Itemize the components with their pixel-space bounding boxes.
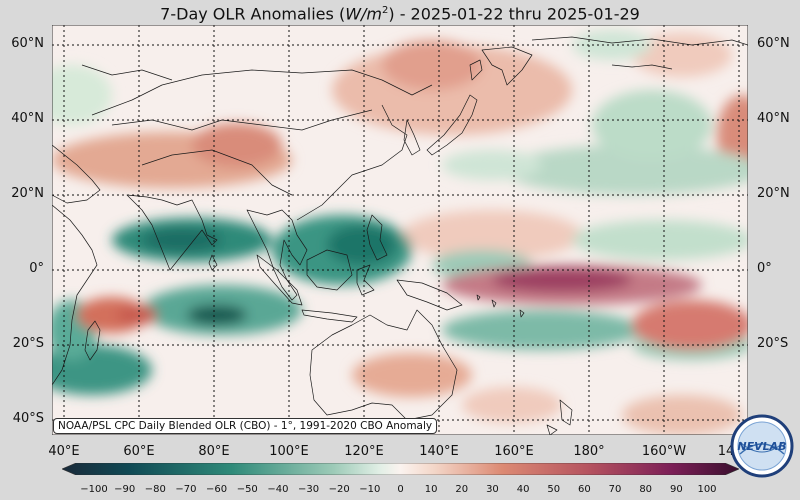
lon-label: 100°E	[269, 444, 309, 459]
colorbar	[62, 463, 739, 475]
data-source-credit: NOAA/PSL CPC Daily Blended OLR (CBO) - 1…	[53, 418, 438, 434]
lon-label: 140°E	[419, 444, 459, 459]
colorbar-tick-label: −100	[80, 484, 108, 495]
lat-label-left: 40°S	[12, 411, 44, 426]
lon-label: 40°E	[48, 444, 80, 459]
colorbar-tick-label: −20	[328, 484, 350, 495]
colorbar-tick-label: 20	[455, 484, 469, 495]
colorbar-tick-label: 90	[669, 484, 683, 495]
olr-anomaly-map	[52, 25, 748, 435]
lon-label: 180°	[573, 444, 605, 459]
lat-label-right: 0°	[757, 261, 772, 276]
lon-label: 14	[717, 444, 735, 459]
anomaly-field	[52, 30, 748, 435]
colorbar-tick-label: −80	[144, 484, 166, 495]
logo-text: NEVLAB	[737, 440, 786, 453]
colorbar-tick-label: 30	[486, 484, 499, 495]
colorbar-tick-label: 10	[424, 484, 438, 495]
lon-label: 160°W	[641, 444, 687, 459]
colorbar-tick-label: 0	[397, 484, 404, 495]
nevlab-logo: NEVLAB	[730, 414, 794, 478]
colorbar-tick-label: −60	[206, 484, 228, 495]
colorbar-tick-label: −30	[297, 484, 320, 495]
colorbar-tick-label: 70	[608, 484, 622, 495]
colorbar-tick-label: −90	[114, 484, 136, 495]
lat-label-left: 60°N	[11, 36, 44, 51]
lat-label-right: 20°S	[757, 336, 789, 351]
lon-label: 60°E	[123, 444, 155, 459]
colorbar-tick-label: −70	[175, 484, 197, 495]
colorbar-tick-label: 60	[578, 484, 591, 495]
lat-label-left: 40°N	[11, 111, 44, 126]
colorbar-tick-label: −40	[267, 484, 289, 495]
lon-label: 80°E	[198, 444, 230, 459]
lon-label: 120°E	[344, 444, 384, 459]
lat-label-left: 20°N	[11, 186, 44, 201]
coastlines	[52, 36, 748, 435]
map-title: 7-Day OLR Anomalies (W/m2) - 2025-01-22 …	[160, 4, 640, 24]
colorbar-tick-label: −50	[236, 484, 258, 495]
lat-label-left: 20°S	[12, 336, 44, 351]
lat-label-left: 0°	[29, 261, 44, 276]
colorbar-tick-label: 40	[516, 484, 530, 495]
lat-label-right: 60°N	[757, 36, 790, 51]
colorbar-tick-label: 50	[547, 484, 561, 495]
colorbar-tick-label: 80	[639, 484, 653, 495]
lat-label-right: 20°N	[757, 186, 790, 201]
lon-label: 160°E	[494, 444, 534, 459]
lat-label-right: 40°N	[757, 111, 790, 126]
colorbar-tick-label: −10	[359, 484, 381, 495]
colorbar-tick-label: 100	[697, 484, 717, 495]
